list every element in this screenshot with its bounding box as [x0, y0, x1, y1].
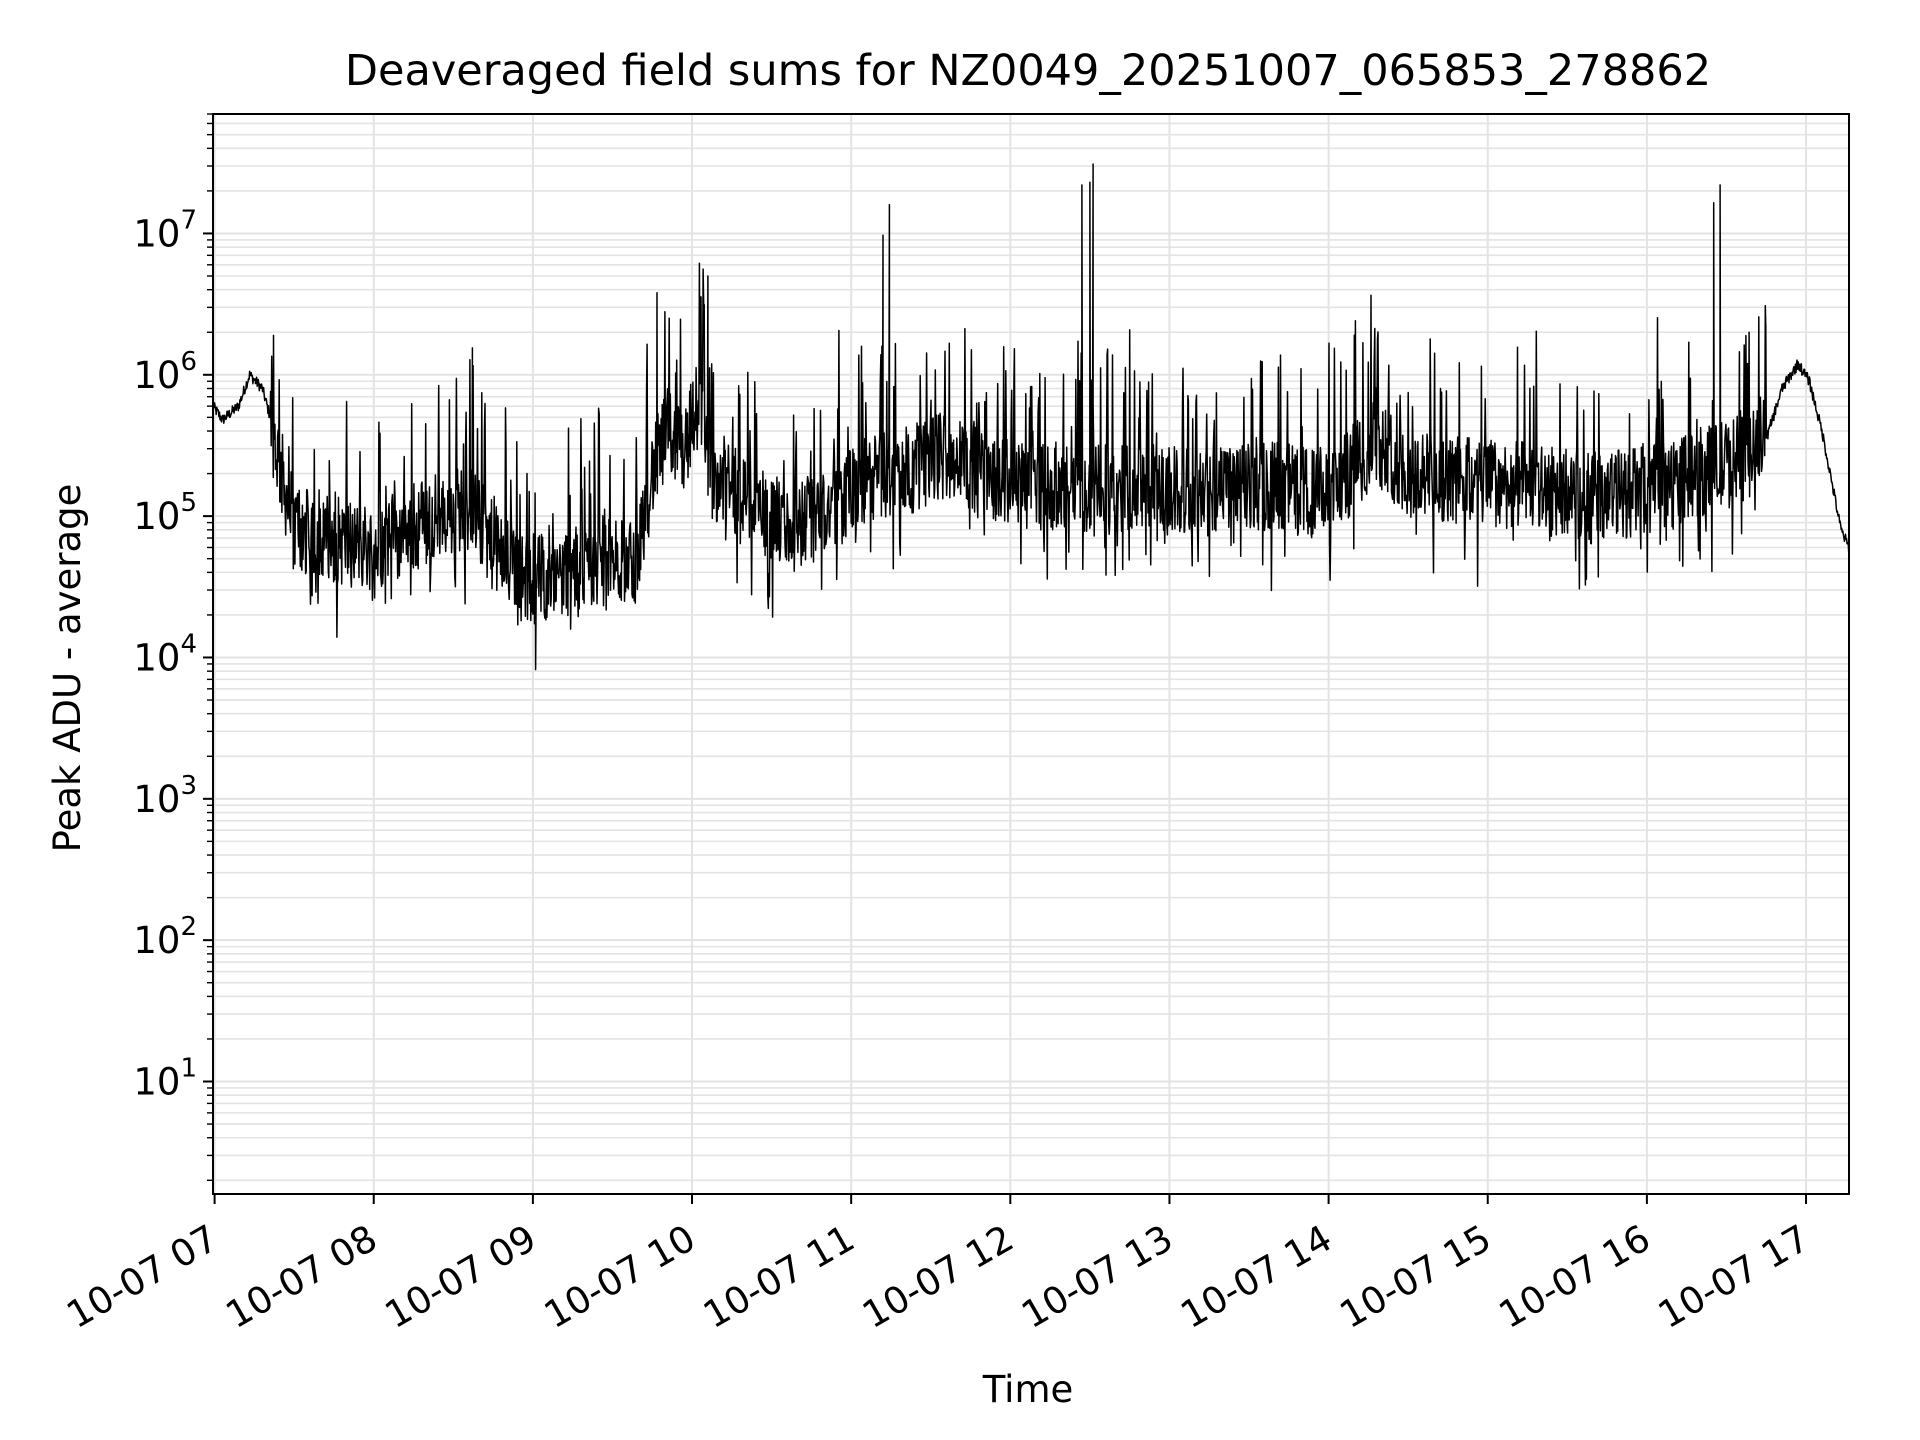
y-tick-label: 104 — [133, 629, 197, 679]
y-tick-label-base: 10 — [133, 636, 180, 679]
x-tick-label: 10-07 10 — [537, 1217, 703, 1337]
chart-title: Deaveraged field sums for NZ0049_2025100… — [345, 46, 1711, 96]
x-tick-label: 10-07 17 — [1651, 1217, 1817, 1337]
y-tick-label-exponent: 7 — [180, 205, 197, 235]
y-tick-label-base: 10 — [133, 495, 180, 538]
y-tick-label-exponent: 5 — [180, 488, 197, 518]
y-tick-label-exponent: 1 — [180, 1054, 197, 1084]
x-axis-label: Time — [982, 1368, 1074, 1411]
x-tick-label: 10-07 13 — [1014, 1217, 1180, 1337]
y-tick-label: 106 — [133, 347, 197, 397]
x-tick-label: 10-07 07 — [60, 1217, 226, 1337]
y-tick-label: 105 — [133, 488, 197, 538]
x-tick-label: 10-07 14 — [1174, 1217, 1340, 1337]
y-tick-label-base: 10 — [133, 919, 180, 962]
x-tick-label: 10-07 16 — [1492, 1217, 1658, 1337]
y-tick-label-base: 10 — [133, 212, 180, 255]
y-tick-label: 107 — [133, 205, 197, 255]
y-tick-label-exponent: 3 — [180, 771, 197, 801]
y-tick-label-exponent: 4 — [180, 629, 197, 659]
y-axis-label: Peak ADU - average — [46, 484, 89, 853]
y-tick-label: 101 — [133, 1054, 197, 1104]
x-tick-label: 10-07 08 — [219, 1217, 385, 1337]
y-tick-label-exponent: 2 — [180, 912, 197, 942]
y-tick-label-exponent: 6 — [180, 347, 197, 377]
series-layer — [212, 163, 1850, 1138]
y-tick-label-base: 10 — [133, 778, 180, 821]
grid-lines — [213, 113, 1849, 1194]
y-tick-label-base: 10 — [133, 1061, 180, 1104]
x-tick-label: 10-07 11 — [696, 1217, 862, 1337]
series-line — [212, 163, 1850, 1138]
y-tick-label: 102 — [133, 912, 197, 962]
y-tick-label: 103 — [133, 771, 197, 821]
plot-frame — [212, 113, 1850, 1195]
y-tick-label-base: 10 — [133, 354, 180, 397]
x-tick-label: 10-07 15 — [1333, 1217, 1499, 1337]
x-tick-label: 10-07 12 — [855, 1217, 1021, 1337]
x-tick-label: 10-07 09 — [378, 1217, 544, 1337]
